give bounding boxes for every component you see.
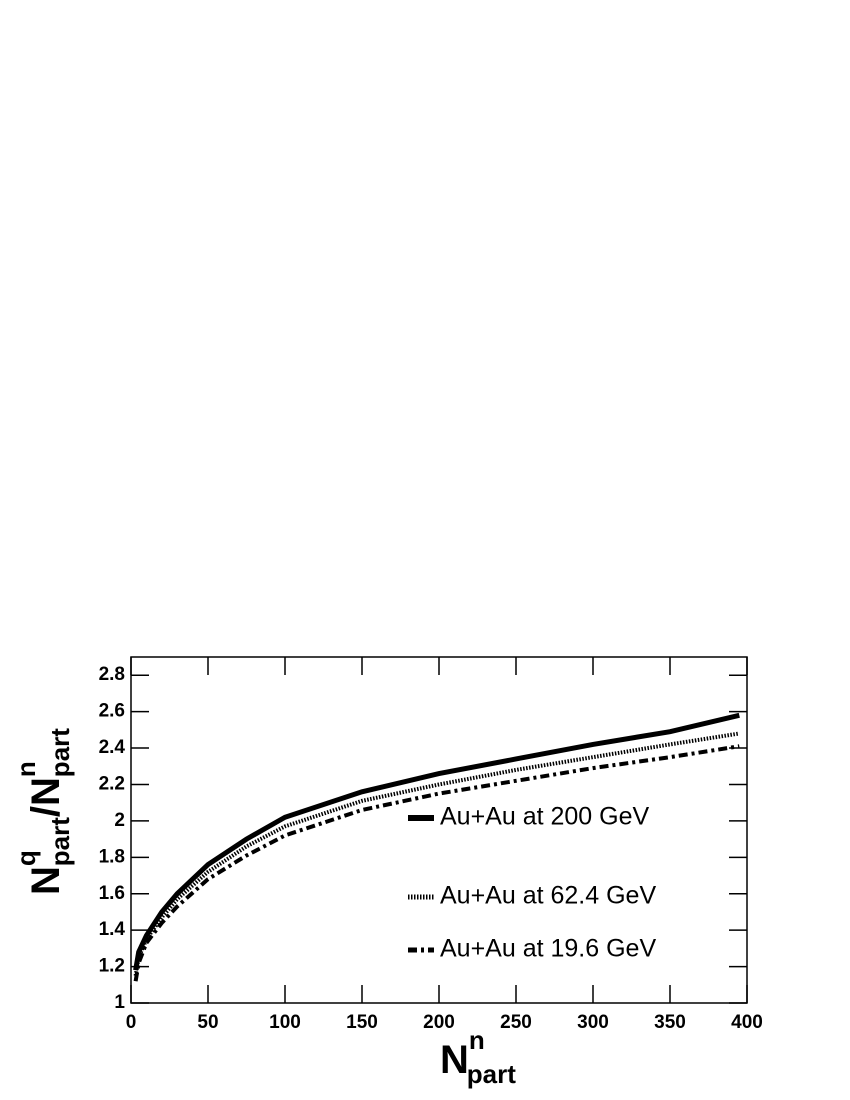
x-tick-label: 50 xyxy=(197,1012,218,1033)
y-tick-label: 2.4 xyxy=(99,737,126,758)
y-axis-label: Nq part/Nn part xyxy=(11,728,75,895)
y-label-num-sub: part xyxy=(45,817,75,866)
y-tick-label: 2.2 xyxy=(99,773,125,794)
y-label-slash: / xyxy=(24,806,68,817)
x-label-main: N xyxy=(440,1038,469,1082)
x-label-sup: n xyxy=(469,1025,485,1055)
x-axis-label: Nn part xyxy=(440,1025,516,1089)
x-tick-label: 150 xyxy=(346,1012,378,1033)
legend-label: Au+Au at 62.4 GeV xyxy=(440,882,656,910)
x-tick-label: 100 xyxy=(269,1012,301,1033)
legend-label: Au+Au at 200 GeV xyxy=(440,803,650,831)
y-tick-label: 1.8 xyxy=(99,846,125,867)
y-label-num-sup: q xyxy=(11,850,41,866)
y-tick-label: 1.2 xyxy=(99,956,125,977)
line-series xyxy=(133,731,740,977)
x-tick-label: 400 xyxy=(731,1012,763,1033)
line-series xyxy=(133,744,740,982)
line-series xyxy=(133,712,740,971)
y-tick-label: 2.6 xyxy=(99,701,125,722)
x-tick-label: 300 xyxy=(577,1012,609,1033)
y-tick-label: 2 xyxy=(114,810,125,831)
x-tick-label: 0 xyxy=(126,1012,137,1033)
y-label-den-sup: n xyxy=(11,761,41,777)
y-tick-label: 1.6 xyxy=(99,883,125,904)
x-label-sub: part xyxy=(467,1059,516,1089)
y-tick-label: 2.8 xyxy=(99,664,125,685)
y-label-den-sub: part xyxy=(45,728,75,777)
y-tick-label: 1.4 xyxy=(99,919,126,940)
x-tick-label: 350 xyxy=(654,1012,686,1033)
y-label-den-main: N xyxy=(24,777,68,806)
y-tick-label: 1 xyxy=(114,992,125,1013)
x-tick-label: 250 xyxy=(500,1012,532,1033)
x-tick-label: 200 xyxy=(423,1012,455,1033)
legend-label: Au+Au at 19.6 GeV xyxy=(440,935,656,963)
y-label-num-main: N xyxy=(24,866,68,895)
